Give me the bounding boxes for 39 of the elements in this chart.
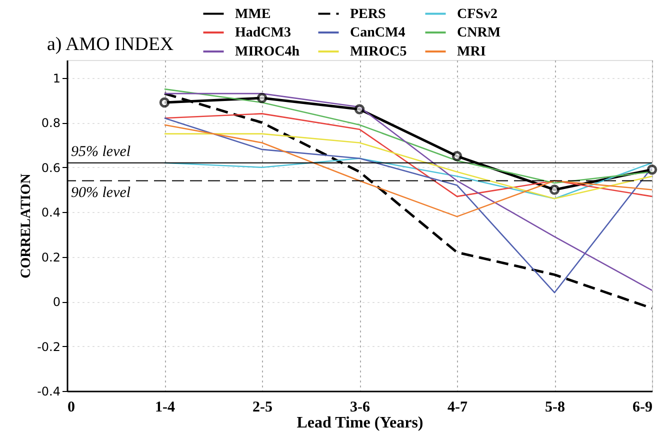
x-tick-label: 2-5 [252, 400, 272, 416]
y-axis-title: CORRELATION [19, 174, 34, 278]
point [159, 97, 170, 108]
x-tick-label: 3-6 [350, 400, 370, 416]
y-tick-label: 1 [52, 71, 60, 86]
x-tick-label: 4-7 [448, 400, 468, 416]
x-tick-label: 6-9 [632, 400, 652, 416]
line-series [164, 158, 652, 200]
legend-label: MIROC4h [235, 44, 300, 60]
legend-label: MRI [457, 44, 486, 60]
point [452, 151, 462, 162]
x-tick-label: 0 [68, 400, 75, 416]
y-tick-label: 0.4 [41, 206, 60, 220]
legend-label: CanCM4 [350, 26, 406, 40]
x-tick-label: 1-4 [155, 400, 176, 416]
legend-label: CNRM [457, 26, 501, 40]
chart-title: a) AMO INDEX [47, 34, 174, 55]
y-tick-label: 0.2 [41, 250, 60, 264]
line-series [164, 133, 652, 200]
legend-label: CFSv2 [457, 6, 498, 22]
y-tick-label: 0 [52, 295, 60, 310]
y-tick-label: -0.4 [37, 384, 60, 398]
legend-label: MIROC5 [350, 44, 407, 60]
y-tick-label: -0.2 [37, 340, 60, 354]
point [549, 184, 560, 195]
point [646, 164, 658, 175]
y-tick-label: 0.8 [41, 116, 60, 130]
x-axis-title: Lead Time (Years) [296, 414, 424, 432]
y-tick-label: 0.6 [41, 160, 60, 175]
legend-label: HadCM3 [235, 26, 291, 40]
line-series [164, 124, 652, 218]
point [256, 92, 268, 104]
point [354, 104, 365, 114]
ref-line-label: 95% level [71, 144, 131, 160]
legend-label: PERS [350, 6, 386, 22]
ref-line-label: 90% level [71, 184, 131, 201]
line-series [164, 113, 652, 198]
x-tick-label: 5-8 [545, 400, 565, 416]
legend-label: MME [235, 6, 271, 22]
